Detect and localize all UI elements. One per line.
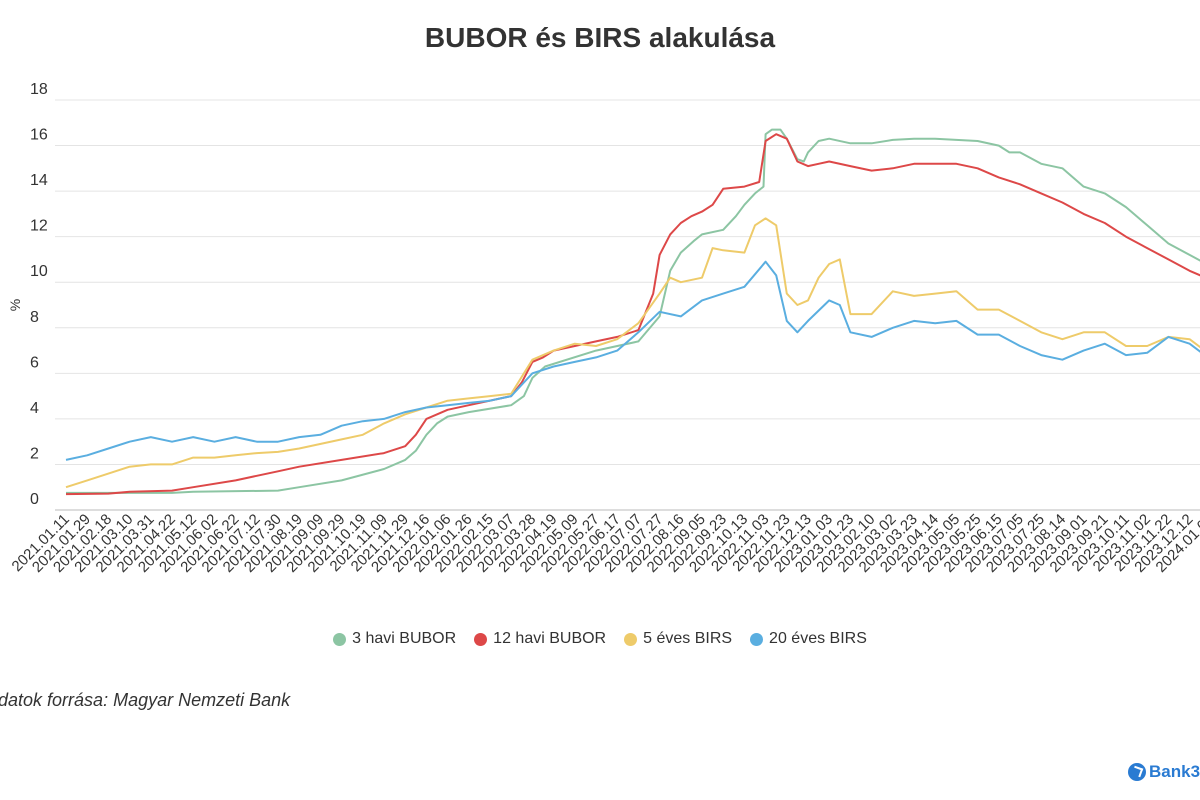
legend-dot-icon <box>624 632 638 646</box>
legend-item-5-eves-birs[interactable]: 5 éves BIRS <box>624 630 732 648</box>
y-tick-label: 16 <box>30 127 48 144</box>
legend-item-3-havi-bubor[interactable]: 3 havi BUBOR <box>333 630 456 648</box>
legend-dot-icon <box>750 632 764 646</box>
legend-dot-icon <box>333 632 347 646</box>
y-axis-label: % <box>7 299 23 311</box>
y-tick-label: 12 <box>30 218 48 235</box>
chart-title: BUBOR és BIRS alakulása <box>424 22 776 53</box>
series-line-4 <box>65 260 1200 461</box>
y-tick-label: 14 <box>30 172 48 189</box>
legend-label: 3 havi BUBOR <box>352 630 457 647</box>
y-tick-label: 6 <box>30 354 39 371</box>
series-line-3 <box>65 217 1200 489</box>
source-note: adatok forrása: Magyar Nemzeti Bank <box>0 690 291 710</box>
legend-item-12-havi-bubor[interactable]: 12 havi BUBOR <box>474 630 606 648</box>
y-tick-label: 0 <box>30 491 39 508</box>
legend-item-20-eves-birs[interactable]: 20 éves BIRS <box>750 630 867 648</box>
y-tick-label: 4 <box>30 400 39 417</box>
legend-dot-icon <box>474 632 488 646</box>
y-tick-label: 2 <box>30 445 39 462</box>
legend-label: 12 havi BUBOR <box>493 630 607 647</box>
logo-icon <box>1128 763 1146 781</box>
y-tick-label: 10 <box>30 263 48 280</box>
legend-label: 20 éves BIRS <box>769 630 867 647</box>
y-tick-label: 18 <box>30 81 48 98</box>
legend-label: 5 éves BIRS <box>643 630 733 647</box>
brand-name: Bank3 <box>1149 762 1200 781</box>
brand-logo[interactable]: Bank3 <box>1128 762 1200 782</box>
y-tick-label: 8 <box>30 309 39 326</box>
legend: 3 havi BUBOR 12 havi BUBOR 5 éves BIRS 2… <box>0 630 1200 648</box>
series-line-1 <box>66 128 1200 494</box>
series-line-2 <box>65 133 1200 496</box>
